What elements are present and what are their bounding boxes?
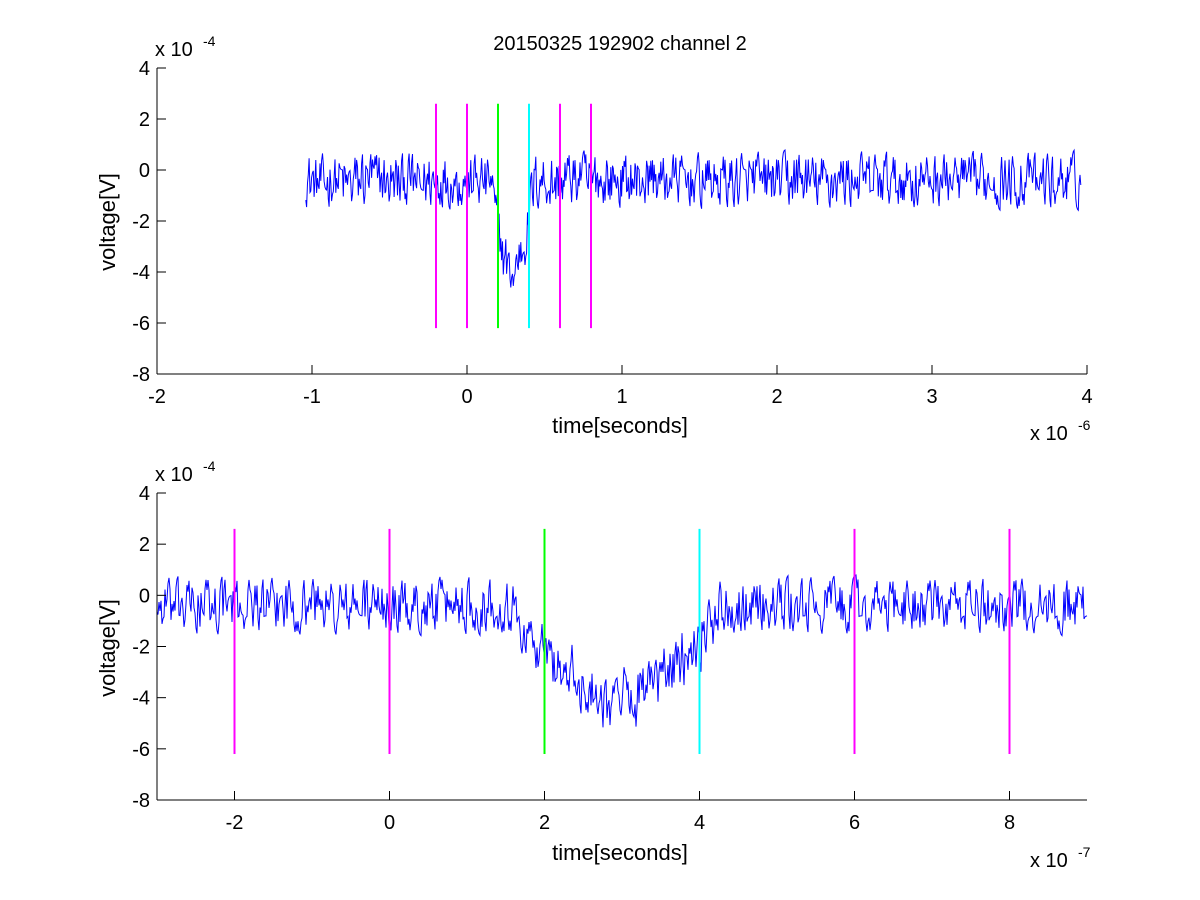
- y-tick-label: -6: [132, 313, 150, 335]
- y-tick-label: 2: [139, 109, 150, 131]
- x-tick-label: 1: [616, 386, 627, 408]
- y-tick-label: -4: [132, 262, 150, 284]
- subplot-top: x 10 -4 time[seconds] x 10 -6 voltage[V]…: [95, 33, 1093, 445]
- x-multiplier-label: x 10: [1030, 423, 1068, 445]
- figure-title: 20150325 192902 channel 2: [493, 33, 747, 55]
- x-tick-label: 4: [694, 812, 705, 834]
- x-axis-label: time[seconds]: [552, 413, 688, 438]
- signal-trace: [156, 574, 1088, 728]
- x-axis-label: time[seconds]: [552, 840, 688, 865]
- x-multiplier-label: x 10: [1030, 850, 1068, 872]
- x-tick-label: 3: [926, 386, 937, 408]
- y-multiplier-label: x 10: [155, 39, 193, 61]
- y-tick-label: 0: [139, 160, 150, 182]
- x-exponent-label: -7: [1078, 844, 1091, 860]
- y-tick-label: -2: [132, 637, 150, 659]
- x-tick-label: 2: [771, 386, 782, 408]
- y-axis-label: voltage[V]: [95, 173, 120, 271]
- y-tick-label: -6: [132, 739, 150, 761]
- subplot-bottom: x 10 -4 time[seconds] x 10 -7 voltage[V]…: [95, 458, 1091, 872]
- x-exponent-label: -6: [1078, 417, 1091, 433]
- x-tick-label: 4: [1081, 386, 1092, 408]
- y-tick-label: -8: [132, 790, 150, 812]
- x-tick-label: 6: [849, 812, 860, 834]
- y-tick-label: -4: [132, 688, 150, 710]
- x-tick-label: -2: [148, 386, 166, 408]
- y-tick-label: 0: [139, 585, 150, 607]
- y-tick-label: 2: [139, 534, 150, 556]
- y-multiplier-label: x 10: [155, 464, 193, 486]
- signal-trace: [305, 148, 1082, 288]
- y-tick-label: 4: [139, 58, 150, 80]
- x-tick-label: -1: [303, 386, 321, 408]
- y-exponent-label: -4: [203, 33, 216, 49]
- y-exponent-label: -4: [203, 458, 216, 474]
- y-tick-label: -2: [132, 211, 150, 233]
- x-tick-label: 8: [1004, 812, 1015, 834]
- x-tick-label: 0: [384, 812, 395, 834]
- x-tick-label: 2: [539, 812, 550, 834]
- x-tick-label: 0: [461, 386, 472, 408]
- y-axis-label: voltage[V]: [95, 599, 120, 697]
- x-tick-label: -2: [226, 812, 244, 834]
- y-tick-label: 4: [139, 483, 150, 505]
- y-tick-label: -8: [132, 364, 150, 386]
